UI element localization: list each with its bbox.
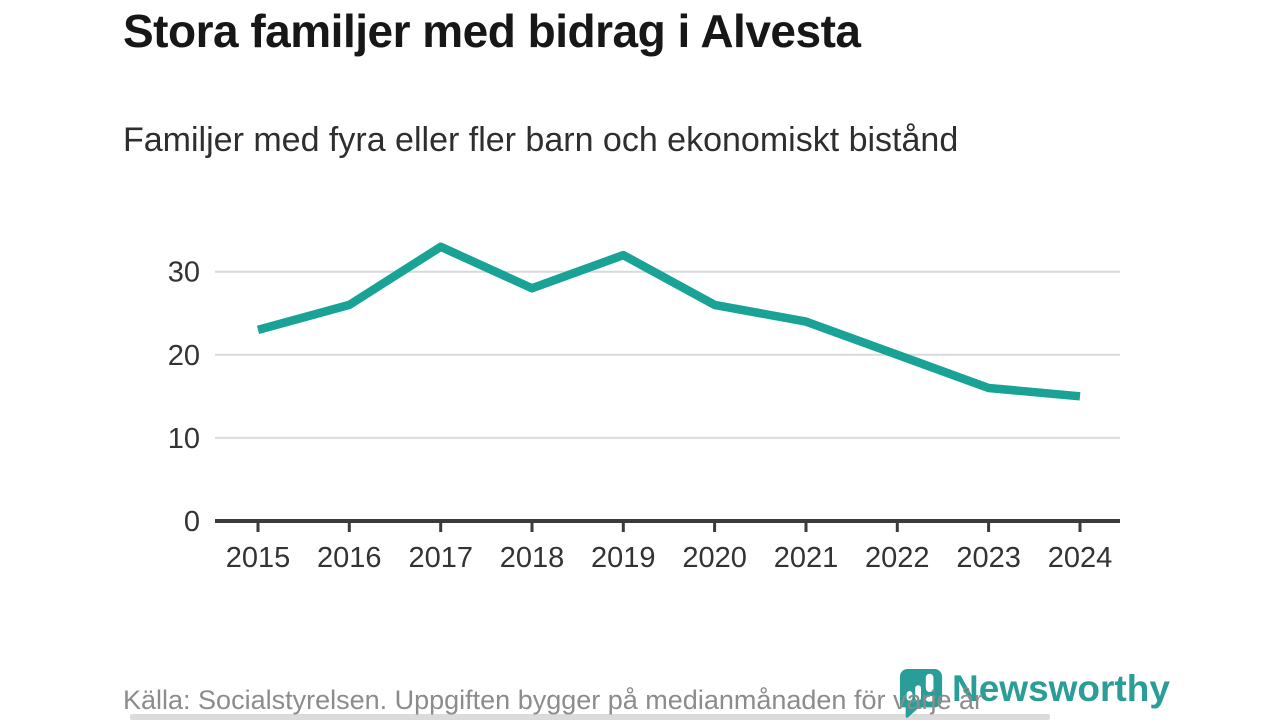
x-tick-label: 2017: [408, 542, 473, 574]
x-tick-label: 2022: [865, 542, 930, 574]
line-chart: 0 10 20 30 2015 2016 2017 2018 2019 2020 2021 2022 2…: [168, 242, 1120, 574]
newsworthy-logo-icon: [899, 669, 943, 718]
data-line: [256, 242, 1081, 401]
y-tick-label: 0: [184, 506, 200, 538]
cropped-text-strip: [130, 714, 1050, 720]
x-tick-label: 2015: [226, 542, 291, 574]
chart-subtitle: Familjer med fyra eller fler barn och ek…: [123, 121, 959, 159]
x-tick-label: 2018: [500, 542, 565, 574]
y-tick-label: 10: [168, 423, 200, 455]
x-tick-label: 2019: [591, 542, 656, 574]
x-tick-label: 2024: [1048, 542, 1113, 574]
x-tick-label: 2016: [317, 542, 382, 574]
y-tick-label: 20: [168, 340, 200, 372]
newsworthy-logo-text: Newsworthy: [952, 668, 1170, 709]
chart-title: Stora familjer med bidrag i Alvesta: [123, 5, 861, 57]
x-tick-label: 2021: [774, 542, 839, 574]
y-tick-label: 30: [168, 257, 200, 289]
newsworthy-logo: Newsworthy: [898, 666, 1170, 718]
x-tick-label: 2020: [682, 542, 747, 574]
source-note: Källa: Socialstyrelsen. Uppgiften bygger…: [123, 685, 983, 715]
x-tick-label: 2023: [956, 542, 1021, 574]
